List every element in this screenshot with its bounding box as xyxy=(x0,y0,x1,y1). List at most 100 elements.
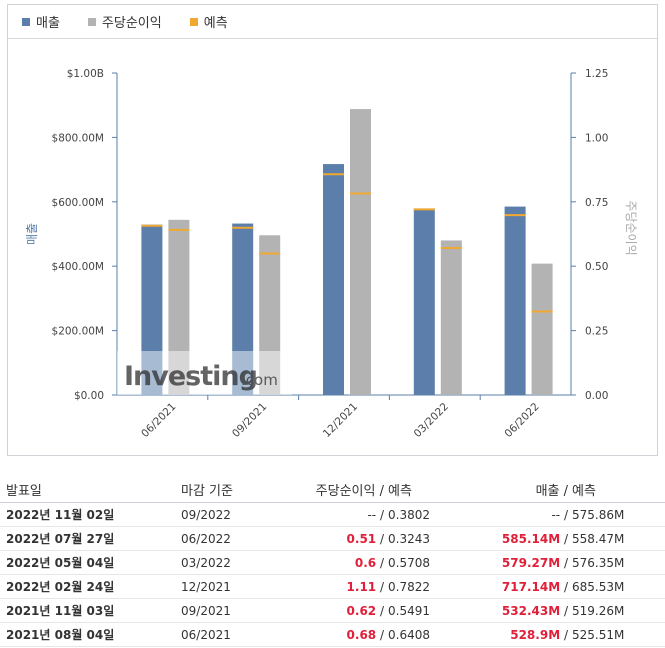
table-row: 2022년 07월 27일 06/2022 0.51 / 0.3243 585.14M … xyxy=(0,526,665,551)
revenue-bar xyxy=(323,164,344,395)
eps-forecast-cell-value: 0.5491 xyxy=(388,603,430,618)
chart-legend: 매출 주당순이익 예측 xyxy=(8,5,657,39)
period-end-cell-value: 12/2021 xyxy=(181,579,231,594)
revenue-forecast-cell: 575.86M xyxy=(568,502,665,527)
period-end-cell-value: 03/2022 xyxy=(181,555,231,570)
legend-item[interactable]: 매출 xyxy=(22,12,60,31)
legend-label: 예측 xyxy=(203,16,228,31)
table-body: 2022년 11월 02일 09/2022 -- / 0.3802 -- / 575.86… xyxy=(0,502,665,647)
revenue-actual-cell: 532.43M / xyxy=(478,598,568,623)
header-date[interactable]: 발표일 xyxy=(0,476,181,503)
period-end-cell-value: 06/2022 xyxy=(181,531,231,546)
header-period[interactable]: 마감 기준 xyxy=(181,476,281,503)
revenue-separator: / xyxy=(560,507,568,522)
eps-bar xyxy=(168,219,190,395)
x-tick-label: 06/2022 xyxy=(502,401,541,440)
watermark-brand: Investing xyxy=(124,361,257,392)
left-axis-title: 매출 xyxy=(25,223,39,245)
x-tick-label: 12/2021 xyxy=(321,401,360,440)
revenue-forecast-cell-value: 685.53M xyxy=(572,579,625,594)
eps-forecast-cell-value: 0.3243 xyxy=(388,531,430,546)
release-date-cell: 2022년 02월 24일 xyxy=(0,574,181,599)
right-tick-label: 0.50 xyxy=(585,261,608,273)
revenue-actual-cell: 585.14M / xyxy=(478,526,568,551)
legend-item[interactable]: 예측 xyxy=(189,12,228,31)
revenue-forecast-cell: 558.47M xyxy=(568,526,665,551)
period-end-cell-value: 09/2021 xyxy=(181,603,231,618)
header-revenue-forecast[interactable]: 예측 xyxy=(568,476,665,503)
revenue-forecast-cell: 519.26M xyxy=(568,598,665,623)
eps-actual-cell: 0.51 / xyxy=(281,526,384,551)
right-tick-label: 0.75 xyxy=(585,197,608,209)
left-tick-label: $400.00M xyxy=(52,261,104,273)
eps-forecast-cell-value: 0.6408 xyxy=(388,627,430,642)
eps-actual-cell: -- / xyxy=(281,502,384,527)
header-revenue-separator: / xyxy=(559,483,568,499)
earnings-chart-panel: 매출 주당순이익 예측 $0.00 $200.00M $400.00M $600.00M $… xyxy=(7,4,658,456)
revenue-forecast-cell-value: 525.51M xyxy=(572,627,625,642)
earnings-chart: $0.00 $200.00M $400.00M $600.00M $800.00M $1.… xyxy=(25,68,638,440)
right-tick-label: 1.25 xyxy=(585,68,608,80)
eps-actual-cell: 0.68 / xyxy=(281,622,384,647)
header-eps[interactable]: 주당순이익 / xyxy=(281,476,384,503)
revenue-forecast-cell: 576.35M xyxy=(568,550,665,575)
legend-label: 매출 xyxy=(36,16,60,31)
eps-actual-cell-value: -- xyxy=(367,507,377,522)
eps-separator: / xyxy=(376,603,384,618)
eps-separator: / xyxy=(376,579,384,594)
header-eps-forecast[interactable]: 예측 xyxy=(384,476,478,503)
right-tick-label: 0.00 xyxy=(585,390,608,402)
legend-swatch xyxy=(87,17,96,26)
revenue-forecast-cell: 525.51M xyxy=(568,622,665,647)
legend-item[interactable]: 주당순이익 xyxy=(87,12,162,31)
header-revenue[interactable]: 매출 / xyxy=(478,476,568,503)
eps-actual-cell-value: 0.68 xyxy=(346,627,377,642)
eps-actual-cell-value: 0.6 xyxy=(354,555,377,570)
header-eps-separator: / xyxy=(375,483,384,499)
left-tick-label: $800.00M xyxy=(52,132,104,144)
eps-separator: / xyxy=(376,555,384,570)
left-tick-label: $1.00B xyxy=(67,68,104,80)
revenue-actual-cell: 579.27M / xyxy=(478,550,568,575)
eps-actual-cell-value: 0.51 xyxy=(346,531,377,546)
right-axis-title: 주당순이익 xyxy=(624,200,638,255)
eps-forecast-cell: 0.3243 xyxy=(384,526,478,551)
release-date-cell: 2022년 07월 27일 xyxy=(0,526,181,551)
revenue-forecast-cell-value: 576.35M xyxy=(572,555,625,570)
eps-actual-cell-value: 1.11 xyxy=(346,579,377,594)
eps-forecast-cell: 0.3802 xyxy=(384,502,478,527)
table-header-row: 발표일 마감 기준 주당순이익 / 예측 매출 / 예측 xyxy=(0,476,665,503)
revenue-forecast-cell-value: 558.47M xyxy=(572,531,625,546)
eps-forecast-cell-value: 0.5708 xyxy=(388,555,430,570)
revenue-separator: / xyxy=(560,555,568,570)
eps-actual-cell-value: 0.62 xyxy=(346,603,377,618)
period-end-cell-value: 09/2022 xyxy=(181,507,231,522)
release-date-cell-value: 2022년 07월 27일 xyxy=(6,532,115,546)
revenue-actual-cell-value: 579.27M xyxy=(501,555,561,570)
eps-actual-cell: 0.6 / xyxy=(281,550,384,575)
period-end-cell: 06/2021 xyxy=(181,622,281,647)
release-date-cell: 2021년 11월 03일 xyxy=(0,598,181,623)
release-date-cell: 2022년 05월 04일 xyxy=(0,550,181,575)
eps-bar xyxy=(350,109,371,396)
legend-swatch xyxy=(22,17,30,26)
right-tick-label: 0.25 xyxy=(585,326,608,338)
release-date-cell-value: 2021년 11월 03일 xyxy=(6,604,115,618)
legend-label: 주당순이익 xyxy=(101,16,162,31)
period-end-cell: 06/2022 xyxy=(181,526,281,551)
left-tick-label: $0.00 xyxy=(74,390,104,402)
investing-watermark: Investing.com xyxy=(117,351,292,395)
eps-forecast-cell-value: 0.7822 xyxy=(388,579,430,594)
release-date-cell-value: 2021년 08월 04일 xyxy=(6,628,115,642)
eps-bar xyxy=(531,263,553,395)
legend-swatch xyxy=(189,17,198,26)
left-tick-label: $200.00M xyxy=(52,326,104,338)
header-revenue-label: 매출 xyxy=(535,483,560,499)
table-row: 2022년 11월 02일 09/2022 -- / 0.3802 -- / 575.86… xyxy=(0,502,665,527)
eps-bar xyxy=(440,240,462,395)
revenue-bar xyxy=(141,224,163,395)
release-date-cell: 2022년 11월 02일 xyxy=(0,502,181,527)
eps-separator: / xyxy=(376,627,384,642)
eps-separator: / xyxy=(376,531,384,546)
right-tick-label: 1.00 xyxy=(585,132,608,144)
